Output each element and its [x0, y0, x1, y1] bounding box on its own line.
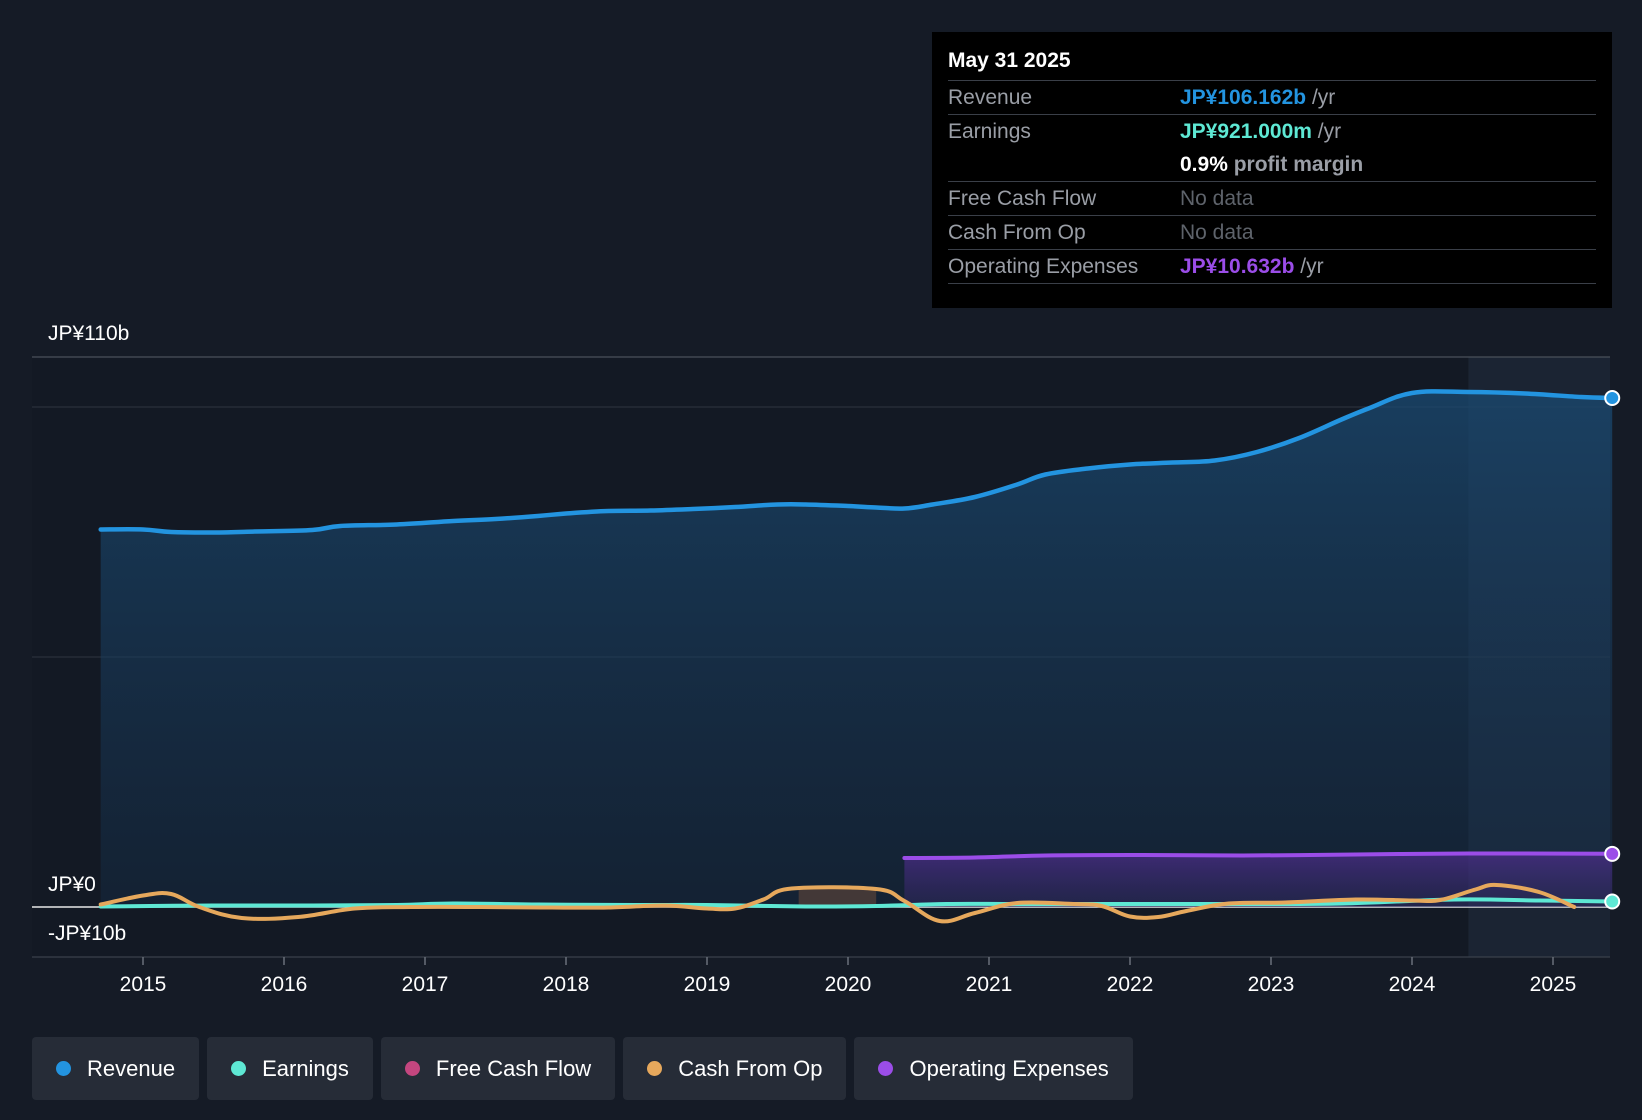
operating-expenses-end-dot	[1604, 845, 1621, 862]
x-tick-label: 2024	[1389, 973, 1436, 996]
legend-label: Free Cash Flow	[435, 1055, 592, 1081]
tooltip-label: Revenue	[948, 86, 1033, 109]
tooltip-value: JP¥106.162b	[1180, 86, 1307, 109]
tooltip-unit: /yr	[1311, 86, 1336, 109]
x-tick-label: 2023	[1248, 973, 1295, 996]
tooltip-value: JP¥921.000m	[1180, 120, 1312, 143]
tooltip-label: Cash From Op	[948, 221, 1086, 244]
tooltip-panel: May 31 2025 Revenue JP¥106.162b /yr Earn…	[932, 32, 1612, 308]
legend-dot-icon	[56, 1061, 71, 1076]
x-tick-label: 2016	[261, 973, 308, 996]
tooltip-label	[948, 148, 1180, 181]
tooltip-value: JP¥10.632b	[1180, 255, 1295, 278]
operating-expenses-area	[904, 853, 1613, 907]
legend-dot-icon	[878, 1061, 894, 1076]
tooltip-unit: profit margin	[1233, 153, 1364, 176]
revenue-line	[98, 389, 1615, 535]
tooltip-row-margin: 0.9% profit margin	[948, 148, 1596, 181]
tooltip-label: Operating Expenses	[948, 255, 1139, 278]
cash-from-op-line	[98, 882, 1577, 924]
legend-item-free-cash-flow[interactable]: Free Cash Flow	[380, 1037, 616, 1100]
legend-item-revenue[interactable]: Revenue	[32, 1037, 200, 1100]
legend-label: Cash From Op	[678, 1055, 823, 1081]
x-tick-label: 2018	[543, 973, 590, 996]
x-tick-label: 2017	[402, 973, 449, 996]
operating-expenses-line	[902, 851, 1615, 860]
legend-item-earnings[interactable]: Earnings	[207, 1037, 373, 1100]
x-tick-label: 2020	[825, 973, 872, 996]
revenue-end-dot	[1604, 390, 1621, 406]
legend-dot-icon	[231, 1061, 247, 1076]
legend-label: Revenue	[87, 1055, 176, 1081]
legend: Revenue Earnings Free Cash Flow Cash Fro…	[32, 1037, 1133, 1100]
legend-label: Operating Expenses	[909, 1055, 1109, 1081]
tooltip-unit: /yr	[1317, 120, 1342, 143]
x-tick-label: 2025	[1530, 973, 1577, 996]
tooltip-row-fcf: Free Cash Flow No data	[948, 181, 1596, 215]
y-label-top: JP¥110b	[48, 322, 129, 345]
cash-from-op-area	[798, 889, 877, 907]
earnings-end-dot	[1604, 893, 1621, 910]
chart-canvas: JP¥110b JP¥0 -JP¥10b 2015 2016 2017 2018 2019 20…	[32, 322, 1621, 996]
tooltip-row-earnings: Earnings JP¥921.000m /yr	[948, 114, 1596, 148]
tooltip-unit: /yr	[1300, 255, 1324, 278]
tooltip-row-opex: Operating Expenses JP¥10.632b /yr	[948, 249, 1596, 284]
y-label-zero: JP¥0	[48, 873, 96, 896]
legend-dot-icon	[647, 1061, 663, 1076]
tooltip-date: May 31 2025	[948, 49, 1071, 72]
legend-dot-icon	[404, 1061, 420, 1076]
legend-item-cash-from-op[interactable]: Cash From Op	[623, 1037, 847, 1100]
tooltip-value: No data	[1180, 187, 1254, 210]
y-label-bottom: -JP¥10b	[48, 922, 126, 945]
tooltip-value: No data	[1180, 221, 1254, 244]
x-tick-label: 2021	[966, 973, 1013, 996]
tooltip-row-revenue: Revenue JP¥106.162b /yr	[948, 80, 1596, 114]
tooltip-label: Free Cash Flow	[948, 187, 1097, 210]
x-tick-label: 2019	[684, 973, 731, 996]
x-tick-label: 2022	[1107, 973, 1154, 996]
tooltip-row-cfo: Cash From Op No data	[948, 215, 1596, 249]
earnings-line	[98, 897, 1615, 909]
legend-item-operating-expenses[interactable]: Operating Expenses	[854, 1037, 1133, 1100]
tooltip-value: 0.9%	[1180, 153, 1228, 176]
x-tick-label: 2015	[120, 973, 167, 996]
tooltip-label: Earnings	[948, 120, 1031, 143]
legend-label: Earnings	[262, 1055, 349, 1081]
